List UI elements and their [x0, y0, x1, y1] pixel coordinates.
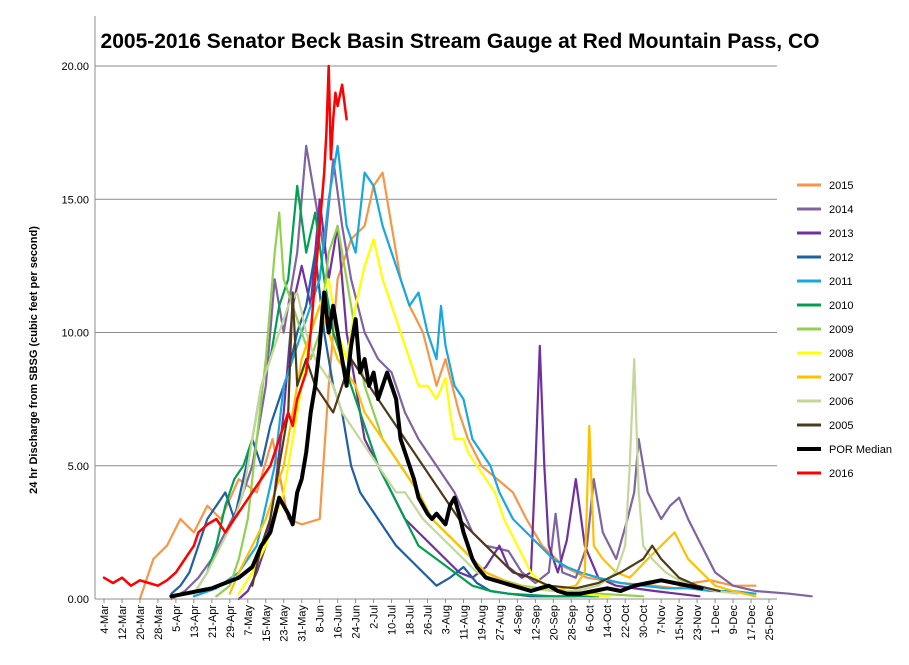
legend-label: 2015	[829, 180, 853, 192]
x-tick-label: 12-Sep	[530, 605, 542, 640]
series-line-2016	[102, 64, 348, 587]
x-tick-label: 4-Mar	[99, 605, 111, 634]
legend-label: 2011	[829, 276, 853, 288]
series-line-por-median	[169, 290, 704, 599]
x-tick-label: 4-Sep	[512, 605, 524, 634]
legend-label: 2012	[829, 252, 853, 264]
x-tick-label: 7-May	[243, 605, 255, 636]
x-tick-label: 23-Nov	[692, 605, 704, 641]
x-tick-label: 28-Sep	[566, 605, 578, 640]
legend-label: 2008	[829, 348, 853, 360]
series-line-2007	[228, 304, 757, 598]
x-tick-label: 6-Oct	[584, 605, 596, 632]
legend-label: POR Median	[829, 444, 892, 456]
x-tick-label: 27-Aug	[494, 605, 506, 640]
y-tick-label: 15.00	[61, 194, 89, 206]
y-axis-ticks: 0.00 5.00 10.00 15.00 20.00	[61, 61, 89, 606]
series-line-2013	[237, 198, 701, 601]
legend: 2015 2014 2013 2012 2011 2010 2009 2008 2007 2006…	[797, 180, 892, 480]
legend-label: 2007	[829, 372, 853, 384]
series-line-2006	[192, 291, 739, 595]
series-line-2010	[192, 184, 600, 598]
data-series	[102, 64, 813, 601]
y-tick-label: 0.00	[68, 594, 89, 606]
legend-label: 2010	[829, 300, 853, 312]
x-tick-label: 30-Oct	[638, 605, 650, 638]
series-line-2012	[170, 251, 577, 598]
chart-title: 2005-2016 Senator Beck Basin Stream Gaug…	[101, 30, 820, 53]
legend-label: 2009	[829, 324, 853, 336]
x-tick-label: 15-Nov	[674, 605, 686, 641]
x-tick-label: 28-Mar	[153, 605, 165, 640]
x-tick-label: 24-Jun	[351, 605, 363, 639]
x-tick-label: 14-Oct	[602, 605, 614, 638]
x-tick-label: 13-Apr	[189, 605, 201, 638]
x-tick-label: 3-Aug	[440, 605, 452, 634]
x-tick-label: 17-Dec	[746, 605, 758, 641]
x-tick-label: 18-Jul	[405, 605, 417, 635]
x-tick-label: 26-Jul	[423, 605, 435, 635]
x-tick-label: 31-May	[297, 605, 309, 642]
legend-label: 2006	[829, 396, 853, 408]
x-tick-label: 10-Jul	[387, 605, 399, 635]
x-tick-label: 12-Mar	[117, 605, 129, 640]
legend-label: 2013	[829, 228, 853, 240]
series-line-2011	[192, 144, 757, 598]
y-tick-label: 20.00	[61, 61, 89, 73]
y-tick-label: 5.00	[68, 461, 89, 473]
x-tick-label: 23-May	[279, 605, 291, 642]
x-tick-label: 22-Oct	[620, 605, 632, 638]
x-tick-label: 8-Jun	[315, 605, 327, 633]
x-tick-label: 20-Mar	[135, 605, 147, 640]
x-tick-label: 25-Dec	[764, 605, 776, 641]
x-tick-label: 15-May	[261, 605, 273, 642]
x-tick-label: 1-Dec	[710, 605, 722, 635]
x-tick-label: 9-Dec	[728, 605, 740, 635]
x-tick-label: 19-Aug	[476, 605, 488, 640]
axes	[94, 16, 777, 600]
x-tick-label: 11-Aug	[458, 605, 470, 640]
legend-label: 2014	[829, 204, 853, 216]
legend-label: 2005	[829, 420, 853, 432]
y-axis-label: 24 hr Discharge from SBSG (cubic feet pe…	[28, 226, 40, 494]
legend-label: 2016	[829, 468, 853, 480]
x-axis-ticks: 4-Mar 12-Mar 20-Mar 28-Mar 5-Apr 13-Apr 21-Apr…	[99, 599, 776, 642]
x-tick-label: 16-Jun	[333, 605, 345, 639]
x-tick-label: 2-Jul	[369, 605, 381, 629]
x-tick-label: 29-Apr	[225, 605, 237, 638]
x-tick-label: 21-Apr	[207, 605, 219, 638]
x-tick-label: 20-Sep	[548, 605, 560, 640]
series-line-2005	[251, 291, 721, 593]
y-tick-label: 10.00	[61, 328, 89, 340]
x-tick-label: 5-Apr	[171, 605, 183, 632]
x-tick-label: 7-Nov	[656, 605, 668, 635]
